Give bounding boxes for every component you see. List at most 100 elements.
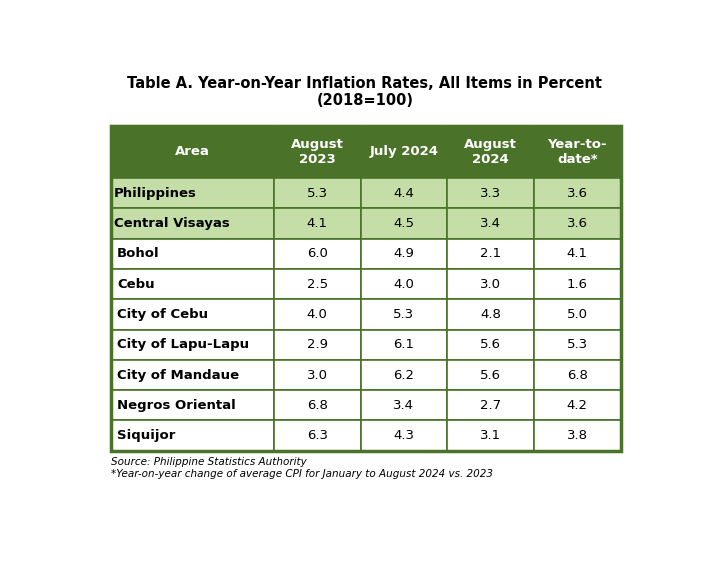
Bar [360, 329, 447, 360]
Bar [447, 329, 534, 360]
Text: Siquijor: Siquijor [117, 429, 175, 442]
Text: 3.0: 3.0 [307, 369, 328, 382]
Text: 5.6: 5.6 [480, 338, 501, 351]
Text: August
2024: August 2024 [464, 138, 517, 166]
Bar [110, 209, 274, 239]
Text: 1.6: 1.6 [567, 278, 588, 291]
Bar [274, 329, 360, 360]
Text: 3.4: 3.4 [480, 217, 501, 230]
Text: 3.1: 3.1 [480, 429, 501, 442]
Text: 4.4: 4.4 [394, 187, 414, 200]
Text: Cebu: Cebu [117, 278, 155, 291]
Bar [447, 360, 534, 390]
Bar [274, 360, 360, 390]
Bar [534, 239, 621, 269]
Text: 5.3: 5.3 [393, 308, 414, 321]
Bar [360, 299, 447, 329]
Text: Negros Oriental: Negros Oriental [117, 399, 236, 412]
Bar [110, 360, 274, 390]
Bar [110, 239, 274, 269]
Bar [534, 421, 621, 451]
Bar [447, 126, 534, 178]
Text: 4.0: 4.0 [394, 278, 414, 291]
Bar [110, 299, 274, 329]
Text: 3.0: 3.0 [480, 278, 501, 291]
Text: *Year-on-year change of average CPI for January to August 2024 vs. 2023: *Year-on-year change of average CPI for … [110, 469, 493, 479]
Text: 2.9: 2.9 [307, 338, 328, 351]
Text: 5.0: 5.0 [567, 308, 588, 321]
Text: 4.2: 4.2 [567, 399, 588, 412]
Bar [534, 178, 621, 209]
Text: Philippines: Philippines [114, 187, 197, 200]
Text: August
2023: August 2023 [290, 138, 344, 166]
Bar [274, 126, 360, 178]
Text: Source: Philippine Statistics Authority: Source: Philippine Statistics Authority [110, 457, 306, 467]
Bar [360, 178, 447, 209]
Text: Table A. Year-on-Year Inflation Rates, All Items in Percent
(2018=100): Table A. Year-on-Year Inflation Rates, A… [127, 76, 602, 108]
Bar [110, 126, 621, 451]
Text: 4.8: 4.8 [480, 308, 501, 321]
Bar [360, 269, 447, 299]
Text: Bohol: Bohol [117, 247, 159, 260]
Bar [110, 421, 274, 451]
Bar [534, 126, 621, 178]
Bar [447, 209, 534, 239]
Bar [534, 329, 621, 360]
Bar [274, 299, 360, 329]
Bar [274, 269, 360, 299]
Bar [447, 299, 534, 329]
Text: 5.6: 5.6 [480, 369, 501, 382]
Bar [447, 421, 534, 451]
Bar [110, 390, 274, 421]
Text: 5.3: 5.3 [567, 338, 588, 351]
Text: July 2024: July 2024 [370, 146, 439, 158]
Text: 4.1: 4.1 [307, 217, 328, 230]
Bar [274, 390, 360, 421]
Bar [360, 421, 447, 451]
Bar [360, 239, 447, 269]
Bar [447, 178, 534, 209]
Bar [110, 329, 274, 360]
Bar [447, 390, 534, 421]
Text: 2.5: 2.5 [307, 278, 328, 291]
Bar [110, 126, 274, 178]
Text: 3.4: 3.4 [394, 399, 414, 412]
Bar [534, 390, 621, 421]
Text: Year-to-
date*: Year-to- date* [548, 138, 607, 166]
Bar [534, 269, 621, 299]
Bar [360, 360, 447, 390]
Bar [274, 421, 360, 451]
Text: 4.9: 4.9 [394, 247, 414, 260]
Bar [274, 239, 360, 269]
Bar [447, 239, 534, 269]
Text: 3.6: 3.6 [567, 217, 588, 230]
Text: Area: Area [175, 146, 210, 158]
Text: 2.1: 2.1 [480, 247, 501, 260]
Bar [534, 209, 621, 239]
Text: 4.5: 4.5 [394, 217, 414, 230]
Bar [110, 178, 274, 209]
Text: 4.0: 4.0 [307, 308, 328, 321]
Text: 4.3: 4.3 [394, 429, 414, 442]
Text: City of Mandaue: City of Mandaue [117, 369, 239, 382]
Bar [110, 269, 274, 299]
Bar [360, 209, 447, 239]
Bar [534, 360, 621, 390]
Bar [534, 299, 621, 329]
Text: 6.8: 6.8 [307, 399, 328, 412]
Bar [274, 209, 360, 239]
Text: City of Lapu-Lapu: City of Lapu-Lapu [117, 338, 249, 351]
Text: 6.8: 6.8 [567, 369, 587, 382]
Text: 6.3: 6.3 [307, 429, 328, 442]
Bar [447, 269, 534, 299]
Text: 3.6: 3.6 [567, 187, 588, 200]
Bar [360, 126, 447, 178]
Text: 3.3: 3.3 [480, 187, 501, 200]
Bar [274, 178, 360, 209]
Text: Central Visayas: Central Visayas [114, 217, 229, 230]
Text: 5.3: 5.3 [307, 187, 328, 200]
Text: 6.0: 6.0 [307, 247, 328, 260]
Text: 3.8: 3.8 [567, 429, 588, 442]
Text: 2.7: 2.7 [480, 399, 501, 412]
Bar [360, 390, 447, 421]
